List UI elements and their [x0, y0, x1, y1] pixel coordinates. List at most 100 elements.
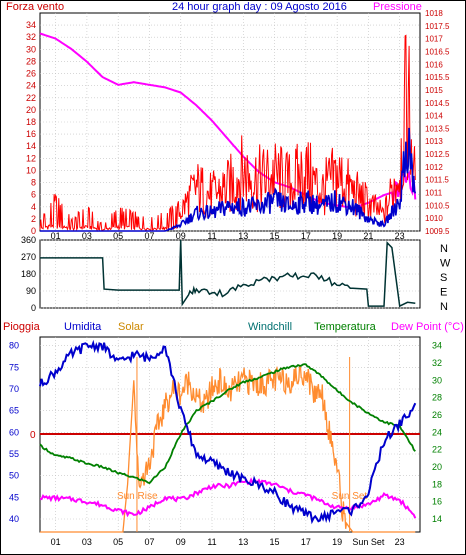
- panel3-x-tick-label: 07: [144, 537, 154, 547]
- panel3-right-tick-label: 24: [432, 427, 442, 437]
- panel3-right-tick-label: 16: [432, 497, 442, 507]
- panel2-left-tick-label: 0: [31, 303, 36, 313]
- panel3-left-tick-label: 65: [9, 406, 19, 416]
- panel3-right-tick-label: 28: [432, 393, 442, 403]
- panel2-left-ticks: 0 90 180 270 360: [21, 235, 36, 313]
- panel3-left-ticks: 40 45 50 55 60 65 70 75 80: [9, 341, 19, 524]
- panel1-left-tick-label: 2: [31, 214, 36, 224]
- panel1-right-tick-label: 1015: [425, 86, 443, 95]
- panel1-x-ticks: 01 03 05 07 09 11 13 15 17 19 21 23: [51, 231, 405, 241]
- panel1-x-tick-label: 15: [270, 231, 280, 241]
- panel2-left-tick-label: 360: [21, 235, 36, 245]
- panel3-x-ticks: 01 03 05 07 09 11 13 15 17 19 Sun Set 23: [51, 537, 405, 547]
- panel1-x-tick-label: 17: [301, 231, 311, 241]
- panel1-x-tick-label: 01: [51, 231, 61, 241]
- panel1-left-tick-label: 32: [26, 32, 36, 42]
- panel1-left-tick-label: 18: [26, 117, 36, 127]
- panel3-left-tick-label: 70: [9, 384, 19, 394]
- panel3-right-tick-label: 18: [432, 479, 442, 489]
- panel3-left-tick-label: 80: [9, 341, 19, 351]
- panel1-left-tick-label: 16: [26, 129, 36, 139]
- panel3-right-tick-label: 32: [432, 358, 442, 368]
- panel1-right-tick-label: 1017: [425, 35, 443, 44]
- panel1-left-tick-label: 6: [31, 190, 36, 200]
- compass-label: S: [440, 272, 447, 284]
- panel3-right-ticks: 14 16 18 20 22 24 26 28 30 32 34: [432, 341, 442, 524]
- panel3-left-tick-label: 40: [9, 514, 19, 524]
- panel1-right-tick-label: 1010.5: [425, 201, 450, 210]
- panel1-x-tick-label: 07: [144, 231, 154, 241]
- panel1-x-tick-label: 19: [332, 231, 342, 241]
- temperature-series-line: [39, 363, 416, 485]
- label-solar: Solar: [118, 321, 144, 333]
- panel3-x-tick-label: 03: [82, 537, 92, 547]
- panel1-left-tick-label: 22: [26, 93, 36, 103]
- sunset-label: Sun Set: [332, 491, 368, 502]
- panel3-left-tick-label: 45: [9, 492, 19, 502]
- panel3-left-tick-label: 55: [9, 449, 19, 459]
- panel3-right-tick-label: 34: [432, 341, 442, 351]
- panel3-right-tick-label: 30: [432, 375, 442, 385]
- panel1-x-tick-label: 13: [238, 231, 248, 241]
- humidity-series-line: [39, 339, 417, 525]
- panel1-right-tick-label: 1009.5: [425, 227, 450, 236]
- panel2-left-tick-label: 270: [21, 252, 36, 262]
- panel1-series: [39, 32, 417, 233]
- panel3-left-tick-label: 75: [9, 362, 19, 372]
- compass-label: N: [440, 301, 448, 313]
- panel1-x-tick-label: 05: [113, 231, 123, 241]
- panel1-right-tick-label: 1013.5: [425, 124, 450, 133]
- panel1-right-tick-label: 1010: [425, 214, 443, 223]
- panel1-right-tick-label: 1012.5: [425, 150, 450, 159]
- header-left-label: Forza vento: [6, 1, 64, 13]
- label-temperatura: Temperatura: [314, 321, 377, 333]
- panel3-left-tick-label: 50: [9, 471, 19, 481]
- panel3-x-tick-label: 01: [51, 537, 61, 547]
- panel1-left-tick-label: 0: [31, 226, 36, 236]
- panel3-x-tick-label: Sun Set: [352, 537, 385, 547]
- wind-average-series-line: [40, 127, 417, 232]
- panel1-left-tick-label: 10: [26, 165, 36, 175]
- panel1-left-tick-label: 28: [26, 56, 36, 66]
- panel3-right-tick-label: 14: [432, 514, 442, 524]
- panel3-x-tick-label: 19: [332, 537, 342, 547]
- solar-series-line: [40, 364, 416, 533]
- panel1-right-tick-label: 1017.5: [425, 22, 450, 31]
- label-windchill: Windchill: [248, 321, 292, 333]
- compass-label: W: [440, 258, 451, 270]
- panel1-left-tick-label: 14: [26, 141, 36, 151]
- panel1-left-tick-label: 34: [26, 20, 36, 30]
- panel3-x-tick-label: 13: [238, 537, 248, 547]
- panel3-left-tick-label: 60: [9, 427, 19, 437]
- panel1-x-tick-label: 11: [207, 231, 216, 241]
- panel1-right-tick-label: 1014.5: [425, 99, 450, 108]
- panel1-right-ticks: 1009.5 1010 1010.5 1011 1011.5 1012 1012.5 1013…: [425, 9, 450, 236]
- header-title: 24 hour graph day : 09 Agosto 2016: [172, 1, 347, 13]
- panel3-x-tick-label: 15: [270, 537, 280, 547]
- panel1-left-tick-label: 30: [26, 44, 36, 54]
- panel3-x-tick-label: 23: [395, 537, 405, 547]
- panel1-right-tick-label: 1016.5: [425, 47, 450, 56]
- panel3-x-tick-label: 09: [176, 537, 186, 547]
- panel2-left-tick-label: 90: [26, 286, 36, 296]
- panel1-right-tick-label: 1014: [425, 112, 443, 121]
- compass-label: E: [440, 287, 447, 299]
- panel2-series: [40, 239, 416, 308]
- panel3-right-tick-label: 22: [432, 445, 442, 455]
- panel1-right-tick-label: 1016: [425, 60, 443, 69]
- label-pioggia: Pioggia: [3, 321, 41, 333]
- label-dewpoint: Dew Point (°C): [391, 321, 464, 333]
- compass-label: N: [440, 243, 448, 255]
- panel3-x-tick-label: 17: [301, 537, 311, 547]
- label-umidita: Umidita: [64, 321, 102, 333]
- panel1-left-tick-label: 12: [26, 153, 36, 163]
- panel1-x-tick-label: 09: [176, 231, 186, 241]
- panel1-right-tick-label: 1012: [425, 163, 443, 172]
- wind-direction-series-line: [40, 239, 416, 308]
